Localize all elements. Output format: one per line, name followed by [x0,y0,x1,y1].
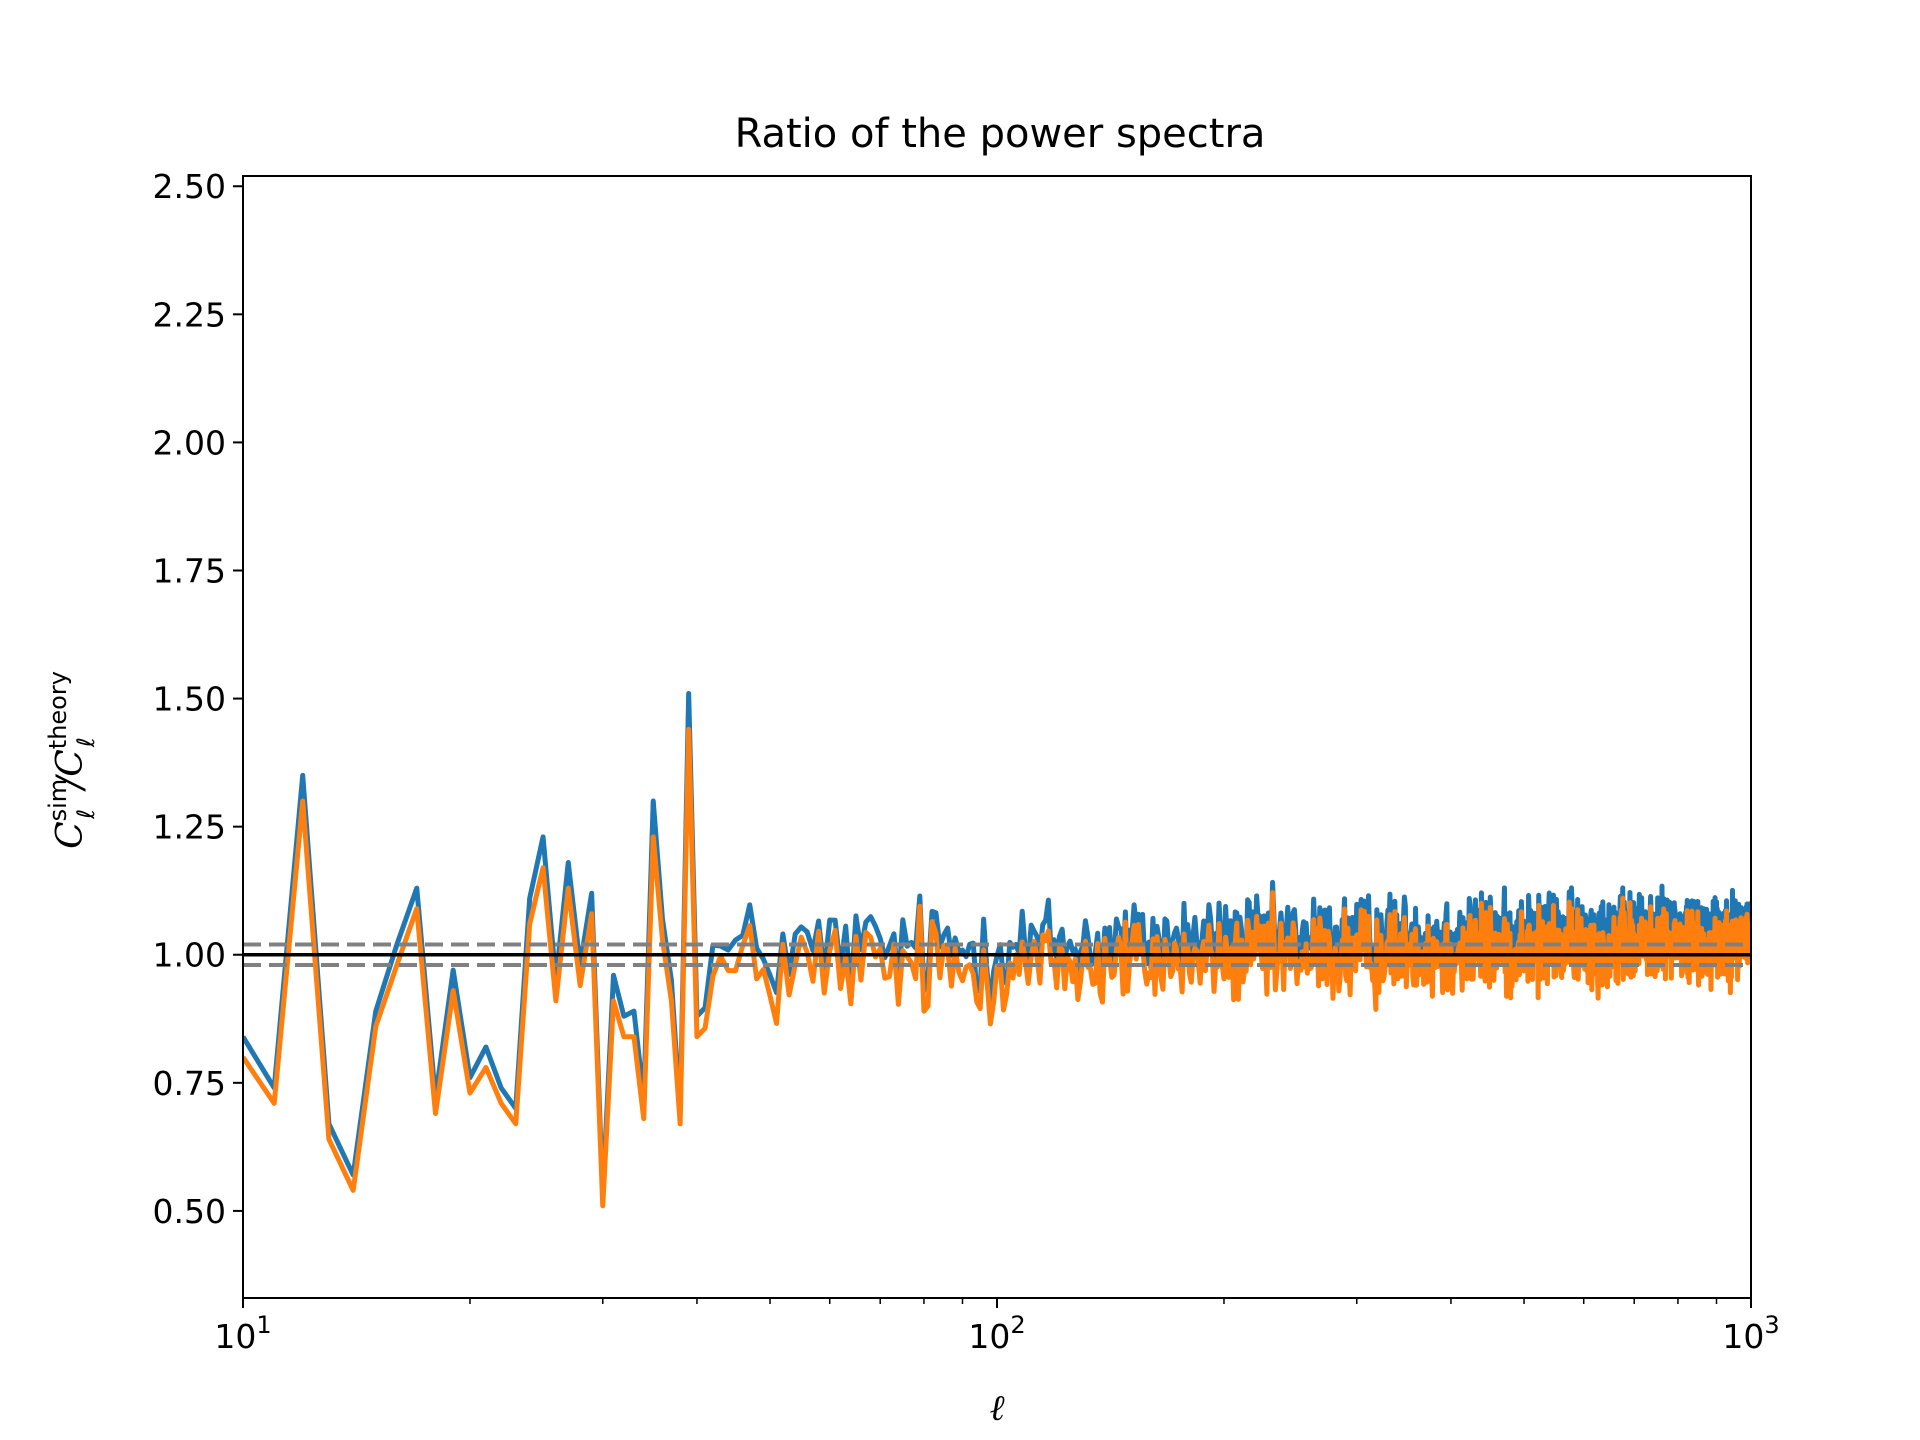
y-label-sup-den: theory [44,671,72,749]
y-axis-label: Csimℓ/Ctheoryℓ [44,671,100,849]
plot-area [243,690,1751,1209]
x-tick-base-0: 10 [214,1317,256,1356]
x-tick-label-1: 102 [968,1311,1025,1356]
x-tick-label-2: 103 [1722,1311,1779,1356]
x-tick-exp-0: 1 [256,1311,271,1339]
x-tick-exp-2: 3 [1764,1311,1779,1339]
x-tick-base-2: 10 [1722,1317,1764,1356]
y-tick-label-4: 1.50 [153,680,226,719]
x-tick-label-0: 101 [214,1311,271,1356]
y-label-base-num: C [50,821,91,849]
y-axis: 0.50 0.75 1.00 1.25 1.50 1.75 2.00 2.25 2.50 [153,167,243,1231]
y-label-sep: / [50,773,91,792]
y-tick-label-0: 0.50 [153,1192,226,1231]
x-tick-base-1: 10 [968,1317,1010,1356]
series-1-line [243,690,1751,1199]
y-label-sub-den: ℓ [72,737,100,748]
x-axis-label: ℓ [990,1388,1005,1429]
y-tick-label-1: 0.75 [153,1064,226,1103]
x-tick-exp-1: 2 [1010,1311,1025,1339]
x-axis: 101 102 103 [214,1298,1780,1356]
y-tick-label-6: 2.00 [153,423,226,462]
series-2-line [243,726,1751,1209]
y-tick-label-8: 2.50 [153,167,226,206]
y-tick-label-3: 1.25 [153,808,226,847]
y-tick-label-7: 2.25 [153,295,226,334]
y-label-sub-num: ℓ [72,809,100,820]
chart-title: Ratio of the power spectra [735,111,1266,157]
y-label-sup-num: sim [44,779,72,822]
y-label-base-den: C [50,749,91,777]
y-tick-label-2: 1.00 [153,936,226,975]
y-tick-label-5: 1.75 [153,551,226,590]
